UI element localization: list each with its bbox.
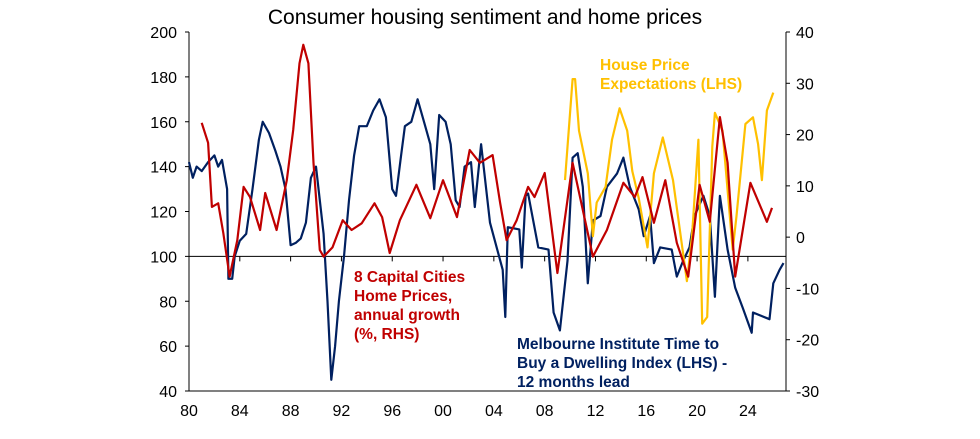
x-tick-label: 88 [282, 403, 300, 420]
annotation-line: House Price [600, 57, 690, 74]
right-tick-label: -30 [796, 384, 819, 401]
left-tick-label: 160 [150, 115, 177, 132]
left-tick-label: 100 [150, 249, 177, 266]
right-tick-label: 20 [796, 128, 814, 145]
annotation-home-prices: 8 Capital Cities Home Prices, annual gro… [354, 269, 465, 343]
annotation-line: (%, RHS) [354, 326, 419, 343]
annotation-line: Home Prices, [354, 288, 452, 305]
annotation-time-to-buy: Melbourne Institute Time to Buy a Dwelli… [517, 336, 727, 391]
left-tick-label: 140 [150, 160, 177, 177]
right-tick-label: 40 [796, 25, 814, 42]
left-tick-label: 60 [159, 339, 177, 356]
left-tick-label: 200 [150, 25, 177, 42]
right-tick-label: -20 [796, 333, 819, 350]
x-tick-label: 00 [434, 403, 452, 420]
x-tick-label: 20 [688, 403, 706, 420]
left-tick-label: 40 [159, 384, 177, 401]
annotation-line: Melbourne Institute Time to [517, 336, 719, 353]
left-tick-label: 80 [159, 294, 177, 311]
right-tick-label: 10 [796, 179, 814, 196]
chart-title: Consumer housing sentiment and home pric… [268, 6, 702, 29]
annotation-line: Buy a Dwelling Index (LHS) - [517, 355, 727, 372]
annotation-line: 8 Capital Cities [354, 269, 465, 286]
left-tick-label: 120 [150, 205, 177, 222]
x-tick-label: 92 [333, 403, 351, 420]
x-tick-label: 12 [587, 403, 605, 420]
left-tick-label: 180 [150, 70, 177, 87]
x-tick-label: 04 [485, 403, 503, 420]
annotation-line: 12 months lead [517, 374, 630, 391]
right-tick-label: -10 [796, 281, 819, 298]
x-tick-label: 24 [739, 403, 757, 420]
right-tick-label: 0 [796, 230, 805, 247]
annotation-line: Expectations (LHS) [600, 76, 742, 93]
right-tick-label: 30 [796, 76, 814, 93]
annotation-line: annual growth [354, 307, 460, 324]
annotation-house-price-expectations: House Price Expectations (LHS) [600, 57, 742, 93]
x-tick-label: 84 [231, 403, 249, 420]
x-tick-label: 08 [536, 403, 554, 420]
x-tick-label: 96 [383, 403, 401, 420]
x-tick-label: 16 [637, 403, 655, 420]
series-time-to-buy-index [187, 98, 785, 381]
x-tick-label: 80 [180, 403, 198, 420]
series-home-prices-growth [200, 43, 774, 278]
series-house-price-expectations [563, 78, 775, 325]
